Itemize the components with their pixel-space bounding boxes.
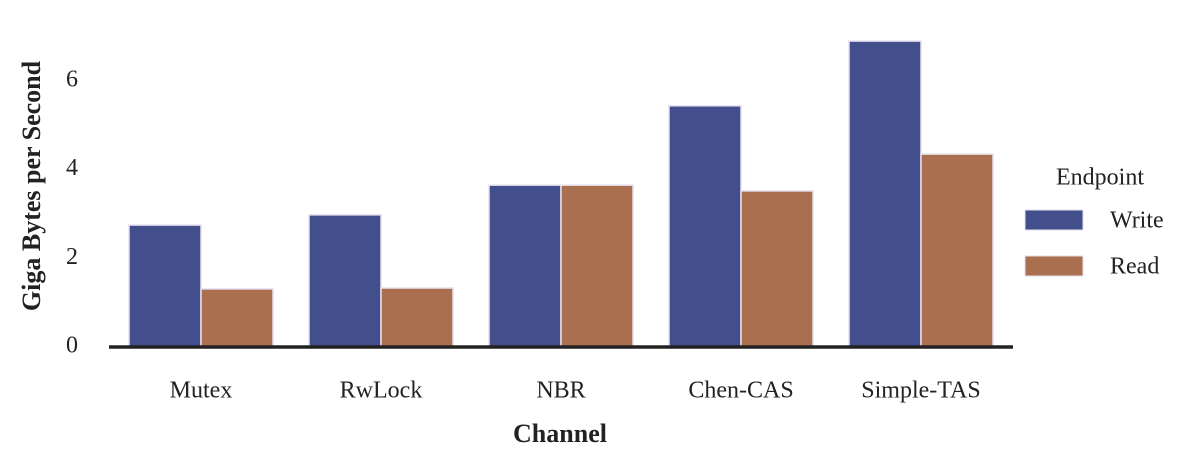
bar: [308, 214, 382, 348]
y-tick-label: 4: [66, 155, 78, 181]
legend-swatch: [1024, 255, 1084, 277]
y-tick-label: 0: [66, 333, 78, 359]
legend-swatch: [1024, 209, 1084, 231]
bar: [380, 287, 454, 348]
x-tick-label: Mutex: [170, 378, 233, 404]
x-tick-label: RwLock: [340, 378, 423, 404]
bar: [848, 40, 922, 348]
bar: [668, 105, 742, 348]
x-tick-label: Chen-CAS: [688, 378, 793, 404]
x-axis-label: Channel: [513, 419, 607, 448]
bar: [128, 224, 202, 348]
bar: [920, 153, 994, 348]
legend-label: Write: [1110, 208, 1164, 234]
bar: [740, 190, 814, 348]
bar: [560, 184, 634, 348]
y-tick-label: 6: [66, 66, 78, 92]
x-tick-label: NBR: [536, 378, 585, 404]
x-tick-label: Simple-TAS: [861, 378, 980, 404]
legend-title: Endpoint: [1056, 165, 1144, 191]
legend-label: Read: [1110, 254, 1159, 280]
bar: [488, 184, 562, 348]
y-tick-label: 2: [66, 244, 78, 270]
y-axis-label: Giga Bytes per Second: [17, 60, 46, 311]
bar: [200, 288, 274, 348]
